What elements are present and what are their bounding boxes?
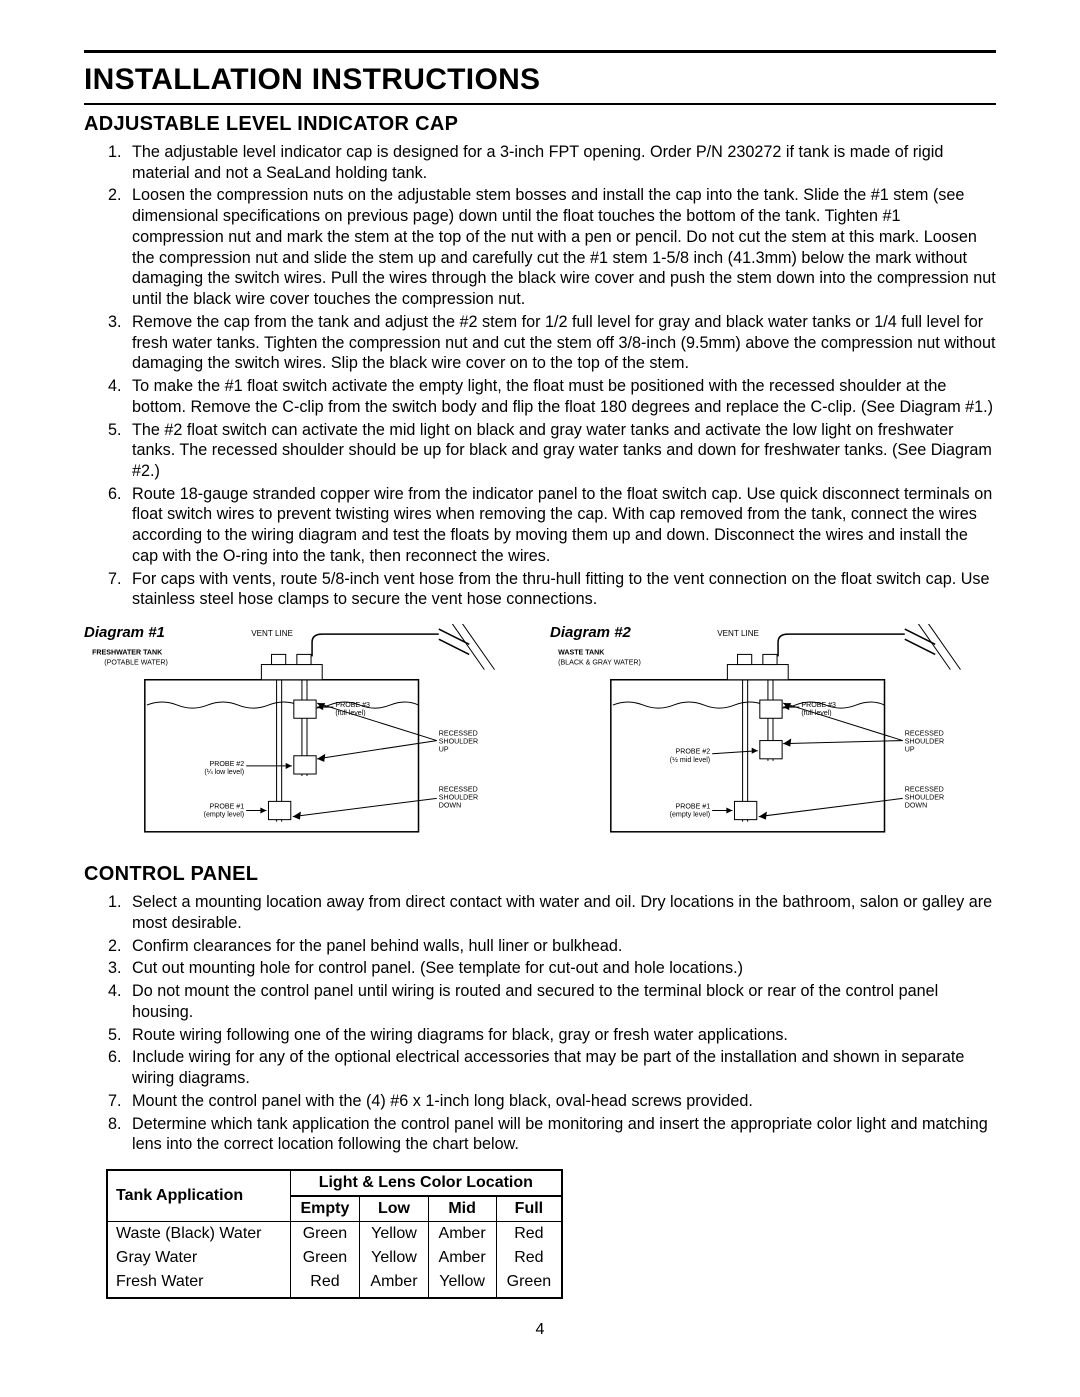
instr-item: Route wiring following one of the wiring… xyxy=(126,1025,996,1046)
instructions-cap: The adjustable level indicator cap is de… xyxy=(84,142,996,610)
instr-item: To make the #1 float switch activate the… xyxy=(126,376,996,417)
svg-text:PROBE #3: PROBE #3 xyxy=(335,701,370,709)
svg-text:VENT LINE: VENT LINE xyxy=(717,629,759,638)
section-title-panel: CONTROL PANEL xyxy=(84,863,996,886)
page-number: 4 xyxy=(84,1321,996,1339)
svg-text:RECESSED: RECESSED xyxy=(905,785,944,793)
table-header-app: Tank Application xyxy=(107,1170,290,1222)
svg-text:(½ mid level): (½ mid level) xyxy=(670,756,711,764)
instructions-panel: Select a mounting location away from dir… xyxy=(84,892,996,1155)
instr-item: Do not mount the control panel until wir… xyxy=(126,981,996,1022)
svg-text:PROBE #2: PROBE #2 xyxy=(210,760,245,768)
mid-rule xyxy=(84,103,996,105)
svg-text:UP: UP xyxy=(905,746,915,754)
svg-text:UP: UP xyxy=(439,746,449,754)
svg-text:PROBE #2: PROBE #2 xyxy=(676,748,711,756)
instr-item: Loosen the compression nuts on the adjus… xyxy=(126,185,996,309)
page-title: INSTALLATION INSTRUCTIONS xyxy=(84,63,996,97)
instr-item: Cut out mounting hole for control panel.… xyxy=(126,958,996,979)
instr-item: Route 18-gauge stranded copper wire from… xyxy=(126,484,996,567)
svg-text:PROBE #3: PROBE #3 xyxy=(801,701,836,709)
diagram-1-title: Diagram #1 xyxy=(84,624,165,641)
table-header-span: Light & Lens Color Location xyxy=(290,1170,562,1196)
svg-text:(¼ low level): (¼ low level) xyxy=(204,768,244,776)
svg-text:SHOULDER: SHOULDER xyxy=(905,794,944,802)
svg-text:VENT LINE: VENT LINE xyxy=(251,629,293,638)
diagram-2: Diagram #2 VENT LINE WASTE TANK (BLACK &… xyxy=(550,624,996,847)
instr-item: The adjustable level indicator cap is de… xyxy=(126,142,996,183)
diagrams-row: Diagram #1 VENT LINE FRESHWATER TANK (PO… xyxy=(84,624,996,847)
table-col: Mid xyxy=(428,1196,496,1222)
table-row: Gray Water Green Yellow Amber Red xyxy=(107,1246,562,1270)
diagram-1: Diagram #1 VENT LINE FRESHWATER TANK (PO… xyxy=(84,624,530,847)
instr-item: For caps with vents, route 5/8-inch vent… xyxy=(126,569,996,610)
table-row: Waste (Black) Water Green Yellow Amber R… xyxy=(107,1221,562,1246)
table-col: Full xyxy=(496,1196,562,1222)
table-col: Empty xyxy=(290,1196,360,1222)
diagram-2-title: Diagram #2 xyxy=(550,624,631,641)
svg-text:(POTABLE WATER): (POTABLE WATER) xyxy=(104,659,168,667)
table-col: Low xyxy=(360,1196,428,1222)
svg-text:DOWN: DOWN xyxy=(439,802,461,810)
svg-text:RECESSED: RECESSED xyxy=(905,730,944,738)
table-row: Fresh Water Red Amber Yellow Green xyxy=(107,1270,562,1298)
instr-item: Mount the control panel with the (4) #6 … xyxy=(126,1091,996,1112)
document-page: INSTALLATION INSTRUCTIONS ADJUSTABLE LEV… xyxy=(0,0,1080,1369)
color-table: Tank Application Light & Lens Color Loca… xyxy=(106,1169,563,1299)
svg-text:PROBE #1: PROBE #1 xyxy=(210,803,245,811)
svg-text:(empty level): (empty level) xyxy=(204,811,245,819)
instr-item: Remove the cap from the tank and adjust … xyxy=(126,312,996,374)
instr-item: Select a mounting location away from dir… xyxy=(126,892,996,933)
svg-text:FRESHWATER TANK: FRESHWATER TANK xyxy=(92,649,163,657)
svg-text:(empty level): (empty level) xyxy=(670,811,711,819)
instr-item: Confirm clearances for the panel behind … xyxy=(126,936,996,957)
diagram-1-svg: VENT LINE FRESHWATER TANK (POTABLE WATER… xyxy=(84,624,530,847)
svg-text:PROBE #1: PROBE #1 xyxy=(676,803,711,811)
svg-text:WASTE TANK: WASTE TANK xyxy=(558,649,605,657)
section-title-cap: ADJUSTABLE LEVEL INDICATOR CAP xyxy=(84,113,996,136)
svg-text:DOWN: DOWN xyxy=(905,802,927,810)
instr-item: The #2 float switch can activate the mid… xyxy=(126,420,996,482)
svg-text:(BLACK & GRAY WATER): (BLACK & GRAY WATER) xyxy=(558,659,641,667)
top-rule xyxy=(84,50,996,53)
instr-item: Determine which tank application the con… xyxy=(126,1114,996,1155)
svg-text:RECESSED: RECESSED xyxy=(439,730,478,738)
svg-text:SHOULDER: SHOULDER xyxy=(905,738,944,746)
svg-text:SHOULDER: SHOULDER xyxy=(439,794,478,802)
svg-text:RECESSED: RECESSED xyxy=(439,785,478,793)
instr-item: Include wiring for any of the optional e… xyxy=(126,1047,996,1088)
diagram-2-svg: VENT LINE WASTE TANK (BLACK & GRAY WATER… xyxy=(550,624,996,847)
table-header-row: Tank Application Light & Lens Color Loca… xyxy=(107,1170,562,1196)
svg-text:SHOULDER: SHOULDER xyxy=(439,738,478,746)
